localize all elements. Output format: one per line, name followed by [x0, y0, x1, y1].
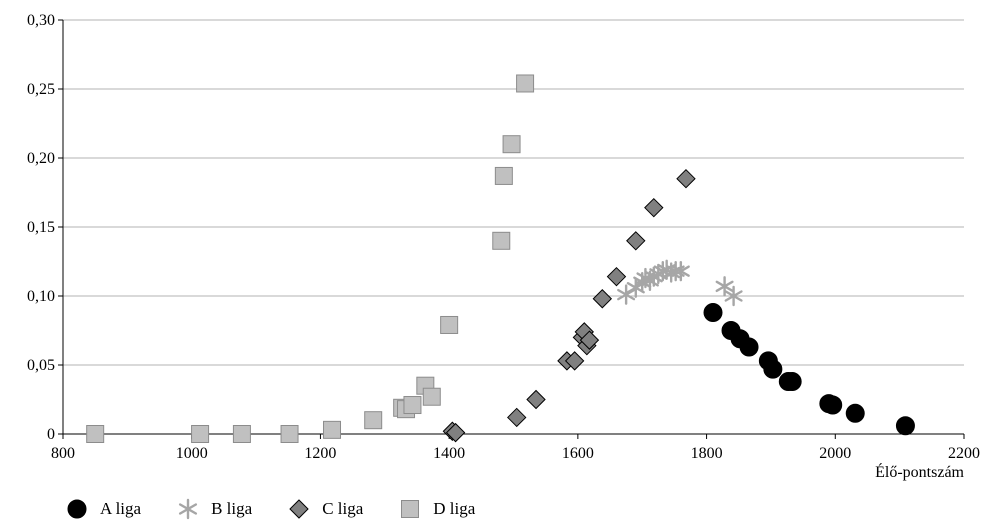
data-point: [626, 231, 646, 251]
legend-marker-shape: [401, 500, 420, 518]
data-point: [191, 425, 210, 443]
data-point: [494, 166, 513, 185]
data-point: [676, 168, 696, 189]
y-tick-label: 0,05: [27, 357, 55, 374]
series-b-liga: [617, 259, 743, 307]
data-point: [724, 285, 743, 307]
data-points: [86, 74, 915, 443]
x-tick-label: 1600: [562, 445, 594, 462]
legend-label: C liga: [322, 499, 364, 518]
legend-marker: [179, 498, 198, 520]
data-point: [502, 135, 521, 154]
legend-marker: [289, 499, 309, 519]
legend-marker: [67, 499, 87, 519]
data-point: [422, 387, 441, 406]
y-tick-label: 0,20: [27, 150, 55, 167]
y-tick-label: 0,10: [27, 288, 55, 305]
legend-label: B liga: [211, 499, 253, 518]
x-axis-label: Élő-pontszám: [875, 462, 964, 481]
data-point: [845, 403, 865, 423]
tick-labels: 0 0,05 0,10 0,15 0,20 0,25 0,30 800 1000 1200 1400…: [27, 12, 980, 462]
legend-marker-shape: [179, 498, 198, 520]
x-tick-label: 1200: [304, 445, 336, 462]
data-point: [606, 266, 627, 287]
legend-item: D liga: [399, 498, 475, 520]
data-point: [232, 425, 251, 443]
legend-item: C liga: [288, 498, 363, 520]
series-c-liga: [442, 168, 696, 443]
legend-item: B liga: [177, 498, 252, 520]
legend: A liga B liga C liga D liga: [66, 496, 511, 522]
data-point: [703, 303, 723, 323]
data-point: [403, 396, 422, 415]
data-point: [626, 277, 645, 298]
data-point: [516, 74, 535, 93]
y-tick-label: 0,15: [27, 219, 55, 236]
data-point: [715, 276, 734, 297]
series-d-liga: [86, 74, 535, 443]
data-point: [644, 197, 664, 218]
x-tick-label: 1400: [433, 445, 465, 462]
gridlines: [63, 19, 964, 366]
y-tick-label: 0: [47, 426, 55, 443]
legend-marker-shape: [289, 499, 309, 519]
data-point: [440, 315, 459, 334]
data-point: [579, 330, 600, 350]
axes: [58, 19, 965, 439]
data-point: [86, 425, 105, 443]
x-tick-label: 1000: [176, 445, 208, 462]
legend-item: A liga: [66, 498, 141, 520]
data-point: [323, 420, 342, 439]
series-a-liga: [703, 303, 915, 436]
y-tick-label: 0,30: [27, 12, 55, 29]
data-point: [592, 289, 613, 309]
data-point: [492, 231, 511, 250]
legend-label: A liga: [100, 499, 142, 518]
data-point: [823, 395, 843, 415]
data-point: [445, 422, 466, 443]
scatter-chart: 0 0,05 0,10 0,15 0,20 0,25 0,30 800 1000 1200 1400…: [27, 12, 980, 481]
data-point: [364, 411, 383, 430]
x-tick-label: 2000: [819, 445, 851, 462]
data-point: [763, 359, 783, 379]
legend-marker-shape: [67, 499, 87, 519]
legend-marker: [401, 500, 420, 518]
x-tick-label: 800: [51, 445, 75, 462]
data-point: [526, 389, 546, 410]
data-point: [507, 407, 527, 428]
legend-label: D liga: [433, 499, 476, 518]
data-point: [671, 260, 690, 282]
y-tick-label: 0,25: [27, 81, 55, 98]
data-point: [895, 416, 915, 436]
data-point: [782, 372, 802, 392]
data-point: [617, 284, 636, 305]
data-point: [739, 337, 759, 357]
data-point: [280, 425, 299, 443]
x-tick-label: 2200: [948, 445, 980, 462]
x-tick-label: 1800: [691, 445, 723, 462]
data-point: [564, 351, 585, 371]
